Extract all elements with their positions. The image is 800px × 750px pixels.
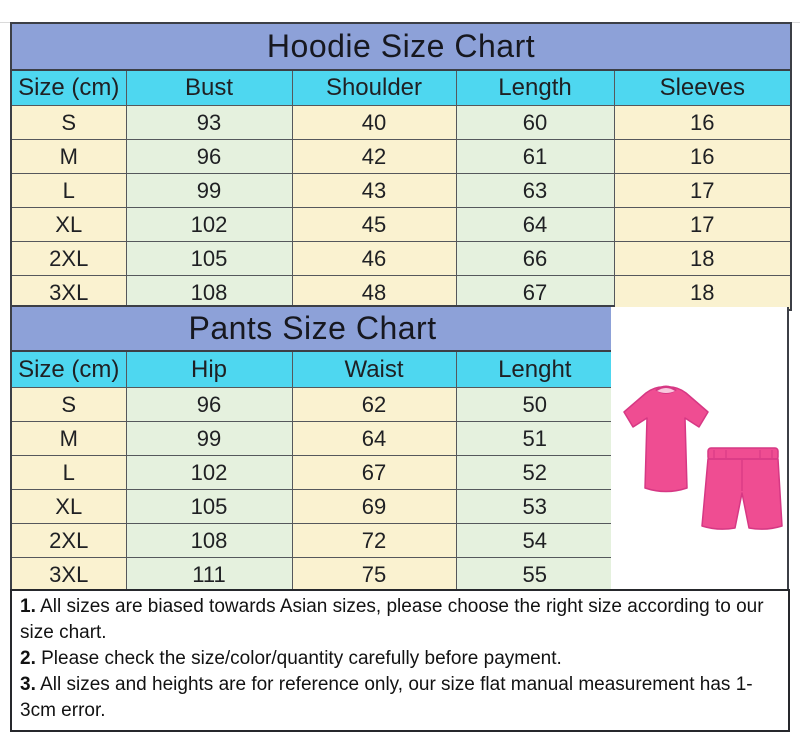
- hoodie-col-length: Length: [455, 69, 615, 106]
- note-1-text: All sizes are biased towards Asian sizes…: [20, 596, 764, 643]
- lenght-value: 52: [455, 455, 615, 490]
- pants-row-2xl: 2XL 108 72 54: [10, 523, 615, 558]
- pants-col-waist: Waist: [291, 350, 457, 388]
- hoodie-row-l: L 99 43 63 17: [10, 173, 792, 208]
- note-2-text: Please check the size/color/quantity car…: [35, 648, 562, 669]
- tshirt-image: [623, 385, 709, 493]
- sleeves-value: 17: [613, 173, 792, 208]
- size-label: 2XL: [10, 241, 127, 276]
- waist-value: 72: [291, 523, 457, 558]
- hoodie-chart-title: Hoodie Size Chart: [9, 22, 793, 71]
- size-label: XL: [10, 489, 127, 524]
- hip-value: 108: [125, 523, 293, 558]
- hoodie-col-bust: Bust: [125, 69, 293, 106]
- pants-row-l: L 102 67 52: [10, 455, 615, 490]
- lenght-value: 50: [455, 387, 615, 422]
- shoulder-value: 45: [291, 207, 457, 242]
- hoodie-size-table: Hoodie Size Chart Size (cm) Bust Shoulde…: [9, 22, 793, 311]
- hoodie-row-m: M 96 42 61 16: [10, 139, 792, 174]
- note-2-number: 2.: [20, 648, 36, 669]
- hoodie-col-sleeves: Sleeves: [613, 69, 792, 106]
- size-label: 3XL: [10, 557, 127, 593]
- pants-col-size: Size (cm): [10, 350, 127, 388]
- lenght-value: 51: [455, 421, 615, 456]
- hoodie-title-row: Hoodie Size Chart: [9, 22, 793, 71]
- hoodie-row-s: S 93 40 60 16: [10, 105, 792, 140]
- pants-col-hip: Hip: [125, 350, 293, 388]
- sleeves-value: 18: [613, 275, 792, 311]
- pants-row-xl: XL 105 69 53: [10, 489, 615, 524]
- length-value: 67: [455, 275, 615, 311]
- size-label: S: [10, 387, 127, 422]
- size-label: XL: [10, 207, 127, 242]
- hip-value: 105: [125, 489, 293, 524]
- length-value: 64: [455, 207, 615, 242]
- shoulder-value: 40: [291, 105, 457, 140]
- hoodie-header-row: Size (cm) Bust Shoulder Length Sleeves: [10, 69, 792, 106]
- sleeves-value: 18: [613, 241, 792, 276]
- note-1: 1. All sizes are biased towards Asian si…: [20, 594, 780, 646]
- note-2: 2. Please check the size/color/quantity …: [20, 646, 780, 672]
- pants-row-m: M 99 64 51: [10, 421, 615, 456]
- pants-chart-title: Pants Size Chart: [9, 305, 616, 352]
- hoodie-row-xl: XL 102 45 64 17: [10, 207, 792, 242]
- hip-value: 99: [125, 421, 293, 456]
- hoodie-row-3xl: 3XL 108 48 67 18: [10, 275, 792, 311]
- pants-row-s: S 96 62 50: [10, 387, 615, 422]
- shorts-image: [701, 447, 783, 530]
- hoodie-col-size: Size (cm): [10, 69, 127, 106]
- waist-value: 69: [291, 489, 457, 524]
- size-label: M: [10, 139, 127, 174]
- pants-col-lenght: Lenght: [455, 350, 615, 388]
- bust-value: 108: [125, 275, 293, 311]
- length-value: 63: [455, 173, 615, 208]
- shoulder-value: 48: [291, 275, 457, 311]
- note-3-text: All sizes and heights are for reference …: [20, 674, 753, 721]
- note-1-number: 1.: [20, 596, 36, 617]
- pants-row-3xl: 3XL 111 75 55: [10, 557, 615, 593]
- note-3: 3. All sizes and heights are for referen…: [20, 672, 780, 724]
- hoodie-row-2xl: 2XL 105 46 66 18: [10, 241, 792, 276]
- tshirt-and-shorts-graphic: [623, 385, 783, 530]
- size-label: 3XL: [10, 275, 127, 311]
- hip-value: 96: [125, 387, 293, 422]
- lenght-value: 54: [455, 523, 615, 558]
- size-label: L: [10, 455, 127, 490]
- shoulder-value: 46: [291, 241, 457, 276]
- waist-value: 64: [291, 421, 457, 456]
- bust-value: 93: [125, 105, 293, 140]
- lenght-value: 55: [455, 557, 615, 593]
- bust-value: 105: [125, 241, 293, 276]
- sleeves-value: 16: [613, 139, 792, 174]
- size-notes: 1. All sizes are biased towards Asian si…: [10, 589, 790, 732]
- sleeves-value: 16: [613, 105, 792, 140]
- size-label: S: [10, 105, 127, 140]
- length-value: 66: [455, 241, 615, 276]
- pants-header-row: Size (cm) Hip Waist Lenght: [10, 350, 615, 388]
- waist-value: 75: [291, 557, 457, 593]
- size-label: 2XL: [10, 523, 127, 558]
- hip-value: 102: [125, 455, 293, 490]
- product-set-image: [611, 307, 789, 589]
- pants-size-table: Pants Size Chart Size (cm) Hip Waist Len…: [9, 305, 616, 593]
- length-value: 60: [455, 105, 615, 140]
- sleeves-value: 17: [613, 207, 792, 242]
- hip-value: 111: [125, 557, 293, 593]
- note-3-number: 3.: [20, 674, 36, 695]
- size-label: L: [10, 173, 127, 208]
- length-value: 61: [455, 139, 615, 174]
- bust-value: 102: [125, 207, 293, 242]
- waist-value: 67: [291, 455, 457, 490]
- bust-value: 96: [125, 139, 293, 174]
- shoulder-value: 42: [291, 139, 457, 174]
- hoodie-col-shoulder: Shoulder: [291, 69, 457, 106]
- size-label: M: [10, 421, 127, 456]
- lenght-value: 53: [455, 489, 615, 524]
- pants-title-row: Pants Size Chart: [9, 305, 616, 352]
- bust-value: 99: [125, 173, 293, 208]
- waist-value: 62: [291, 387, 457, 422]
- shoulder-value: 43: [291, 173, 457, 208]
